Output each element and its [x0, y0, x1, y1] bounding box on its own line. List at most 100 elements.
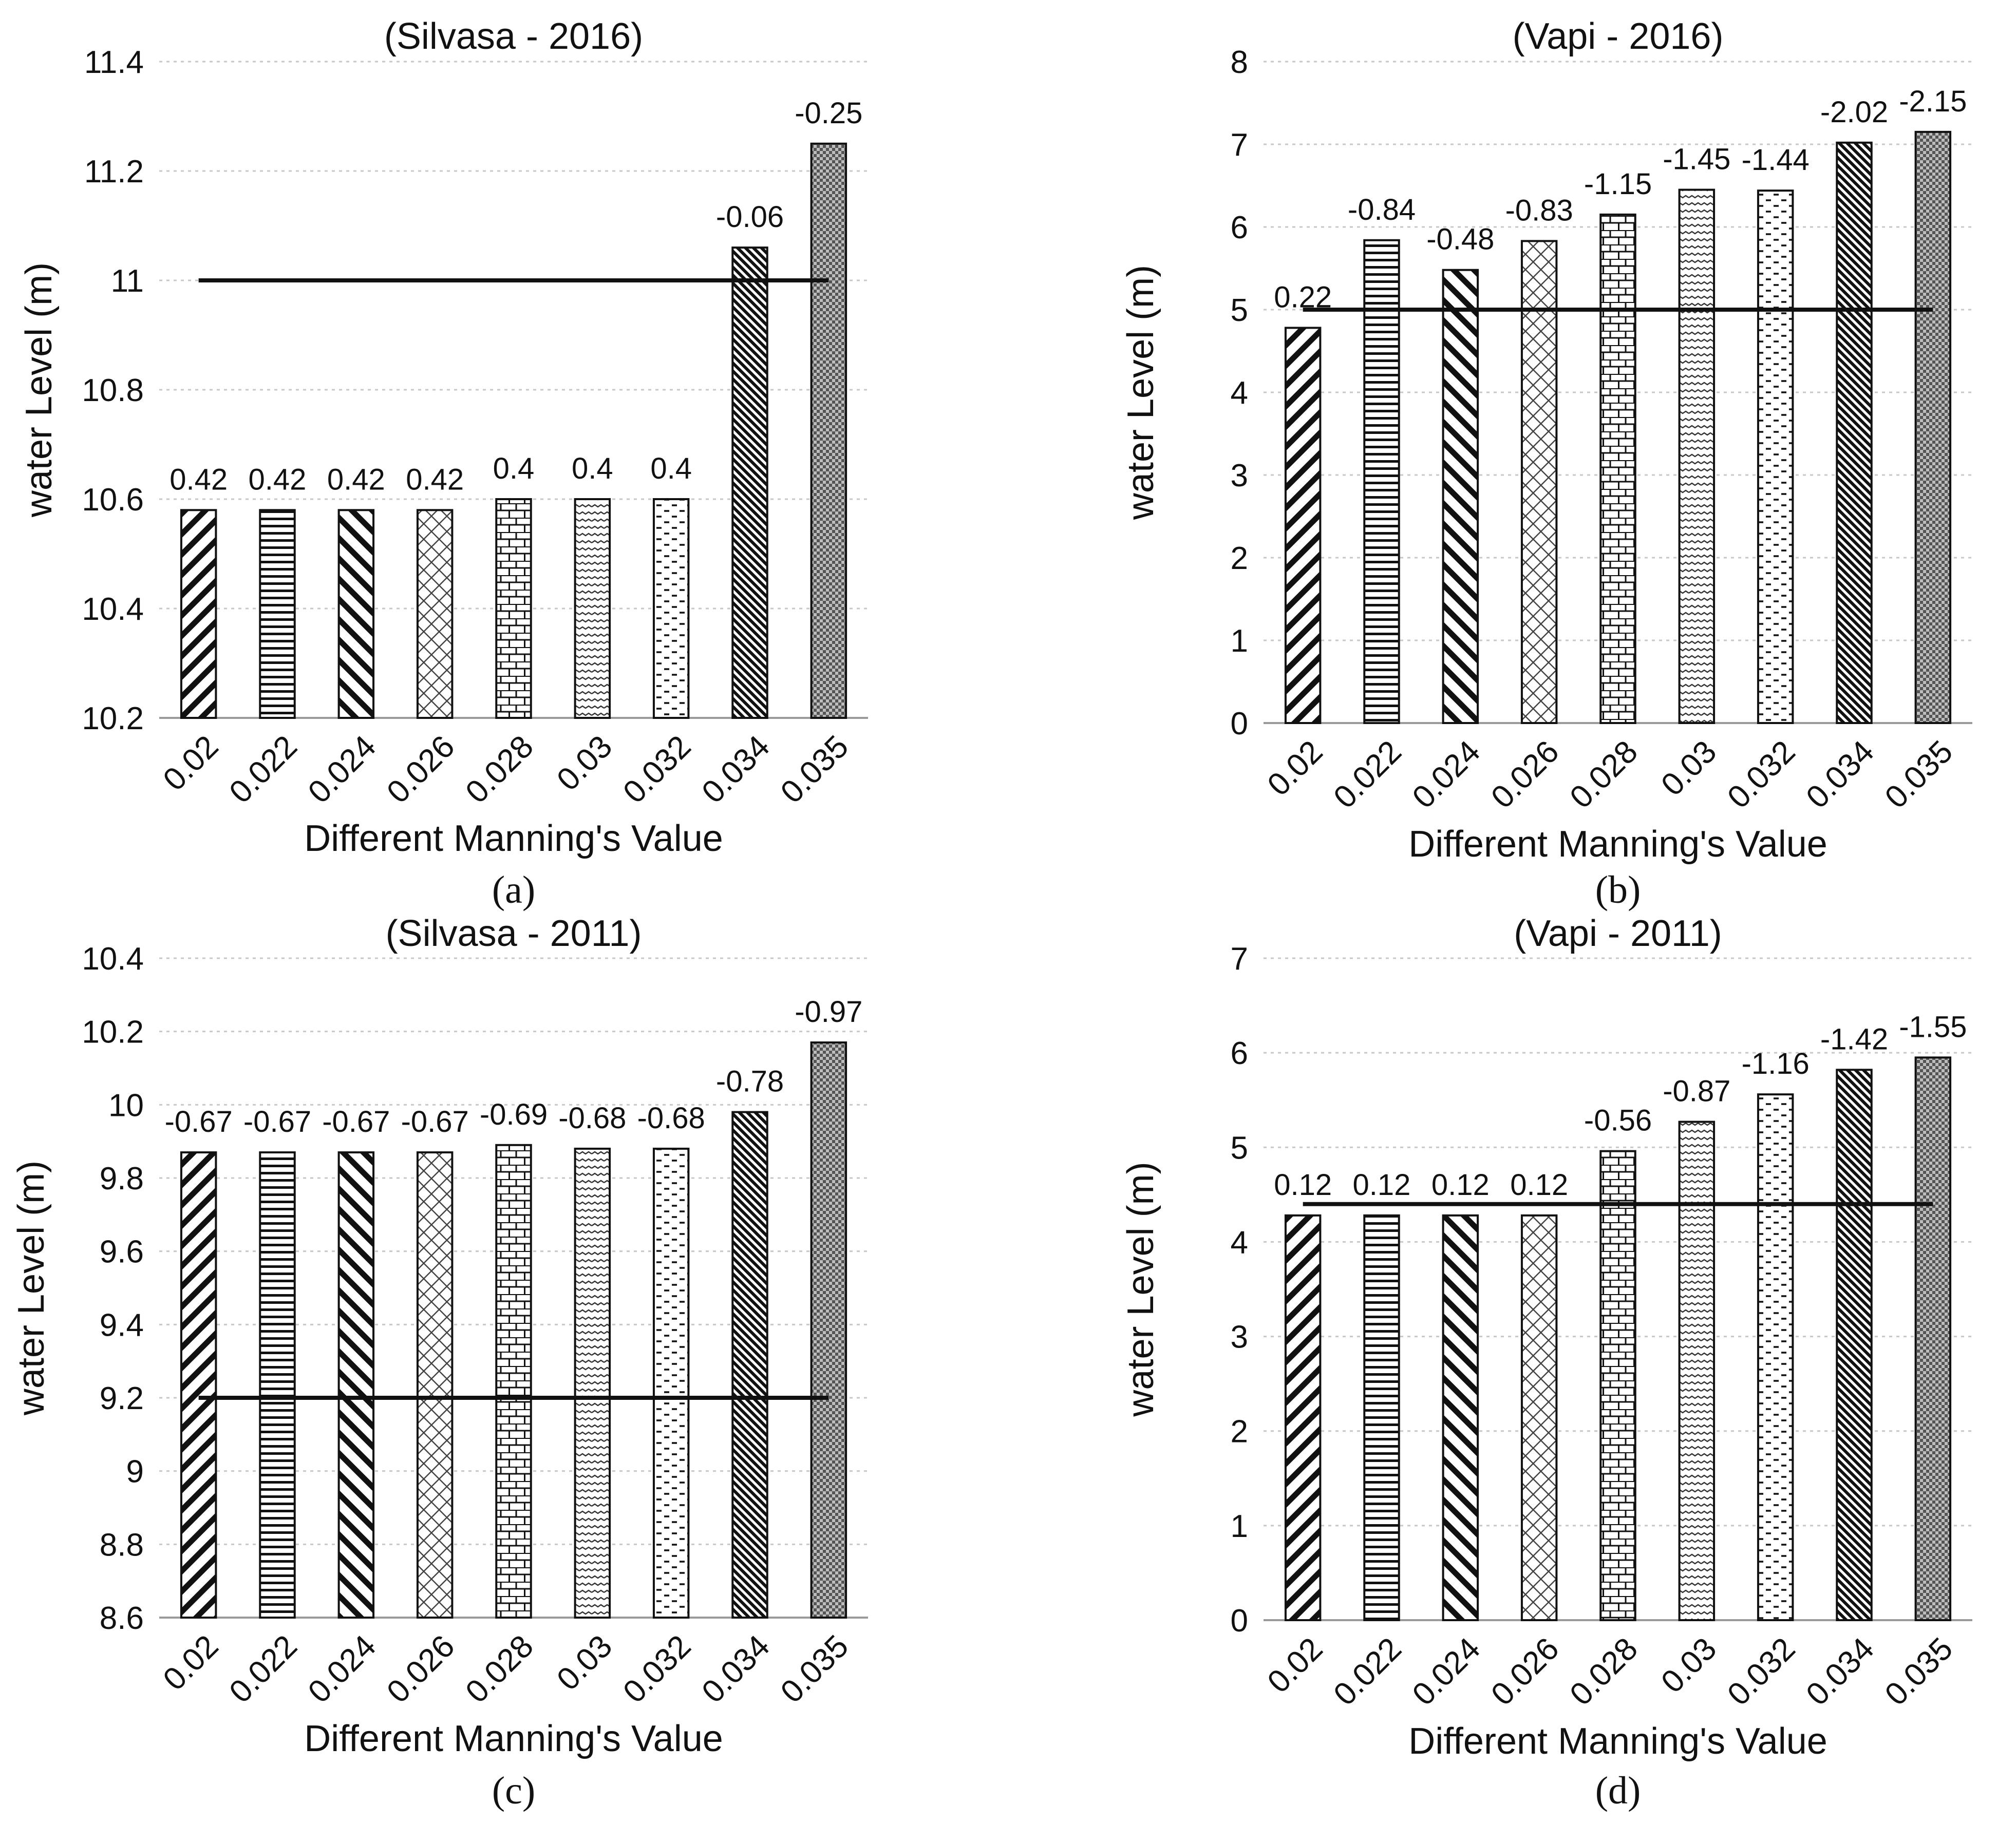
y-tick-label: 11.4 — [84, 45, 144, 80]
y-tick-label: 9.8 — [100, 1161, 144, 1197]
data-label: -0.67 — [243, 1105, 311, 1138]
bar — [1757, 1093, 1794, 1622]
x-tick-label: 0.028 — [1563, 734, 1645, 815]
bar — [259, 509, 296, 719]
x-tick-label: 0.026 — [380, 729, 462, 810]
x-tick-label: 0.024 — [302, 1628, 383, 1710]
bar — [495, 1144, 532, 1619]
data-label: -0.83 — [1505, 194, 1573, 227]
chart-title: (Vapi - 2016) — [1513, 16, 1724, 57]
bar — [180, 509, 217, 719]
bar — [1599, 213, 1636, 725]
chart-title: (Vapi - 2011) — [1514, 913, 1722, 954]
panel-label: (b) — [1595, 868, 1641, 912]
data-label: 0.12 — [1431, 1168, 1490, 1202]
data-label: -0.97 — [795, 995, 862, 1029]
x-axis-label: Different Manning's Value — [304, 1718, 723, 1759]
data-label: -0.67 — [322, 1105, 390, 1138]
y-tick-label: 1 — [1231, 623, 1248, 659]
x-tick-label: 0.022 — [1327, 1631, 1408, 1713]
x-tick-label: 0.022 — [222, 1628, 304, 1710]
y-tick-label: 10.8 — [82, 373, 144, 408]
bar — [574, 498, 611, 719]
bar — [416, 509, 454, 719]
x-tick-label: 0.03 — [1654, 1631, 1723, 1700]
y-tick-label: 3 — [1231, 458, 1248, 493]
data-label: 0.42 — [406, 463, 464, 496]
y-tick-label: 2 — [1231, 541, 1248, 576]
x-tick-label: 0.026 — [1484, 1631, 1566, 1713]
x-tick-label: 0.035 — [1878, 734, 1960, 815]
chart-panel: 0123456780.220.02-0.840.022-0.480.024-0.… — [1120, 16, 1972, 912]
bar — [1599, 1150, 1636, 1621]
data-label: -0.25 — [795, 97, 862, 130]
x-tick-label: 0.032 — [616, 1628, 698, 1710]
y-tick-label: 5 — [1231, 1130, 1248, 1166]
bar — [1284, 327, 1322, 724]
y-tick-label: 10.6 — [82, 482, 144, 518]
data-label: -0.69 — [480, 1098, 548, 1131]
data-label: -0.78 — [716, 1065, 784, 1098]
x-tick-label: 0.034 — [695, 729, 777, 810]
y-tick-label: 8 — [1231, 45, 1248, 80]
data-label: -0.06 — [716, 200, 784, 234]
bar — [574, 1147, 611, 1619]
y-axis-label: water Level (m) — [11, 1161, 52, 1416]
chart-title: (Silvasa - 2011) — [386, 913, 642, 954]
data-label: -1.42 — [1820, 1022, 1888, 1056]
x-tick-label: 0.03 — [550, 729, 619, 797]
data-label: 0.4 — [493, 452, 535, 485]
x-tick-label: 0.035 — [774, 729, 856, 810]
x-tick-label: 0.024 — [302, 729, 383, 810]
x-tick-label: 0.03 — [1654, 734, 1723, 803]
x-tick-label: 0.022 — [222, 729, 304, 810]
y-tick-label: 8.6 — [100, 1601, 144, 1636]
y-tick-label: 10 — [108, 1088, 144, 1123]
data-label: -2.02 — [1820, 96, 1888, 129]
panel-label: (c) — [492, 1769, 535, 1812]
data-label: -1.44 — [1742, 143, 1810, 177]
bar — [1914, 1056, 1952, 1622]
y-tick-label: 10.4 — [82, 941, 144, 977]
x-tick-label: 0.028 — [459, 729, 540, 810]
bar — [1284, 1214, 1322, 1622]
panel-label: (a) — [492, 868, 535, 912]
bar — [1757, 189, 1794, 724]
y-tick-label: 9 — [126, 1454, 144, 1490]
x-tick-label: 0.034 — [1799, 1631, 1881, 1713]
bar — [1836, 1069, 1873, 1621]
bar — [1914, 130, 1952, 725]
bar — [731, 1111, 768, 1619]
data-label: 0.42 — [249, 463, 307, 496]
data-label: -0.67 — [401, 1105, 469, 1138]
bar — [1678, 188, 1716, 724]
y-tick-label: 3 — [1231, 1320, 1248, 1355]
data-label: -0.68 — [637, 1102, 705, 1135]
data-label: -0.56 — [1584, 1104, 1652, 1137]
x-axis-label: Different Manning's Value — [1408, 824, 1827, 865]
y-tick-label: 4 — [1231, 1225, 1248, 1260]
bar — [1363, 239, 1400, 724]
bar — [259, 1151, 296, 1619]
chart-title: (Silvasa - 2016) — [384, 16, 643, 57]
x-tick-label: 0.035 — [1878, 1631, 1960, 1713]
bar — [180, 1151, 217, 1619]
data-label: -1.45 — [1663, 143, 1730, 176]
x-axis-label: Different Manning's Value — [1408, 1721, 1827, 1762]
y-tick-label: 6 — [1231, 210, 1248, 245]
x-tick-label: 0.034 — [695, 1628, 777, 1710]
y-tick-label: 11 — [111, 263, 144, 299]
y-tick-label: 11.2 — [84, 154, 144, 189]
y-tick-label: 4 — [1231, 375, 1248, 411]
x-tick-label: 0.03 — [550, 1628, 619, 1697]
panel-label: (d) — [1595, 1769, 1641, 1812]
x-axis-label: Different Manning's Value — [304, 818, 723, 859]
x-tick-label: 0.028 — [459, 1628, 540, 1710]
data-label: -0.67 — [165, 1105, 233, 1138]
x-tick-label: 0.035 — [774, 1628, 856, 1710]
y-tick-label: 10.4 — [82, 592, 144, 627]
data-label: -1.15 — [1584, 167, 1652, 201]
data-label: -0.68 — [558, 1102, 626, 1135]
x-tick-label: 0.024 — [1406, 1631, 1487, 1713]
y-tick-label: 1 — [1231, 1509, 1248, 1544]
